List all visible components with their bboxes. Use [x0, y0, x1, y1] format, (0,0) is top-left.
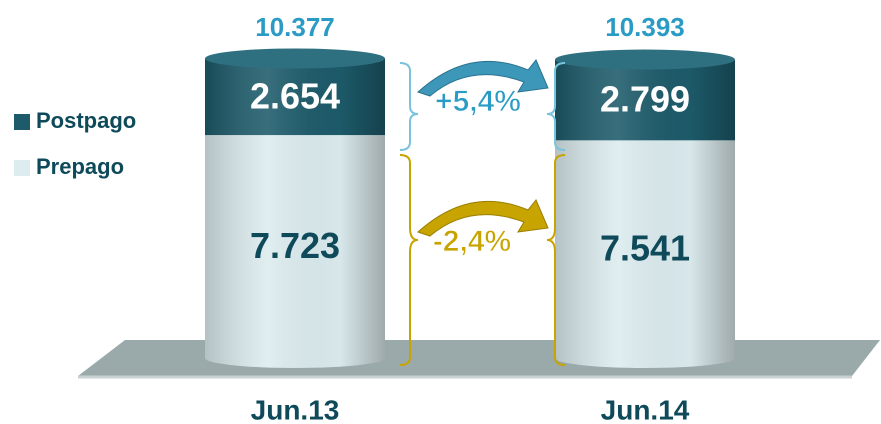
brace	[399, 154, 419, 366]
legend-swatch	[14, 114, 30, 130]
x-tick-label: Jun.14	[601, 394, 690, 424]
x-tick-label: Jun.13	[251, 394, 340, 424]
bars: 7.723 2.654 7.541 2.799	[205, 48, 735, 368]
brace	[399, 62, 419, 151]
total-label: 10.393	[605, 12, 685, 42]
value-label: 2.799	[600, 78, 690, 119]
cylinder-top	[205, 48, 385, 69]
value-label: 2.654	[250, 75, 340, 116]
bar-shade	[205, 58, 385, 136]
legend-label: Prepago	[36, 154, 124, 179]
bar-shade	[205, 135, 385, 358]
brace	[546, 62, 566, 151]
bar-shade	[555, 59, 735, 141]
value-label: 7.723	[250, 225, 340, 266]
arrow	[417, 199, 549, 237]
legend-swatch	[14, 160, 30, 176]
total-label: 10.377	[255, 12, 335, 42]
floor	[78, 340, 880, 376]
legend-label: Postpago	[36, 108, 136, 133]
annotation: +5,4%	[435, 85, 521, 118]
brace	[546, 154, 566, 366]
arrow	[417, 59, 549, 97]
bar-shade	[555, 140, 735, 358]
value-label: 7.541	[600, 228, 690, 269]
cylinder-top	[555, 49, 735, 70]
annotation: -2,4%	[433, 225, 511, 258]
